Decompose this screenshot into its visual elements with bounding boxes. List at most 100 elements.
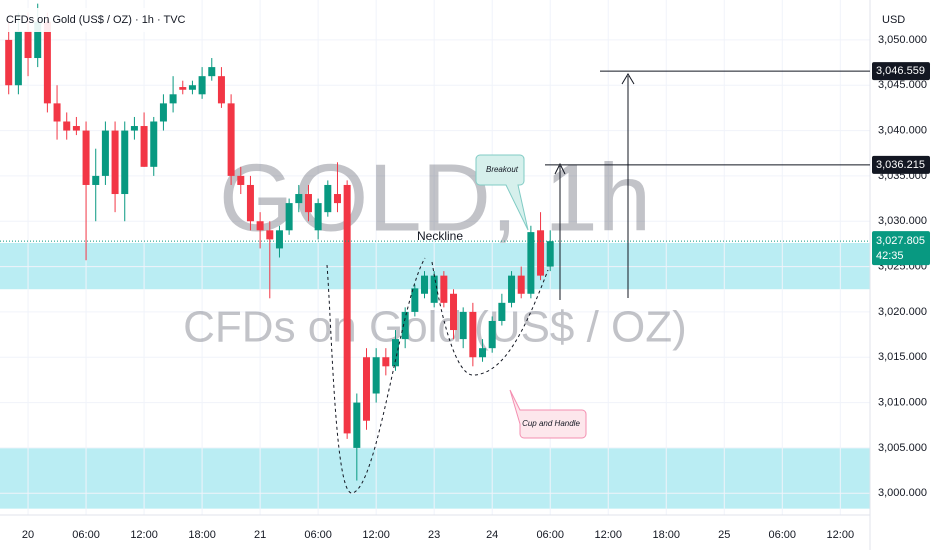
candle-body xyxy=(24,30,32,59)
candle-body xyxy=(72,126,80,131)
under-layer: GOLD, 1h CFDs on Gold (US$ / OZ) xyxy=(0,0,870,515)
y-tick-label: 3,020.000 xyxy=(878,306,927,318)
candle-body xyxy=(43,21,51,104)
candle-body xyxy=(179,87,187,90)
marks-layer xyxy=(5,3,554,481)
cup-curve xyxy=(326,257,426,494)
candle-body xyxy=(227,103,235,176)
currency-bg xyxy=(871,0,932,40)
candle-body xyxy=(159,103,167,122)
candle-body xyxy=(92,175,100,185)
candle-body xyxy=(121,130,129,195)
y-tick-label: 3,030.000 xyxy=(878,215,927,227)
x-tick-label: 12:00 xyxy=(827,529,855,541)
candle-body xyxy=(333,194,341,204)
y-tick-label: 3,045.000 xyxy=(878,79,927,91)
candle-body xyxy=(401,311,409,340)
y-tick-label: 3,005.000 xyxy=(878,442,927,454)
candle-body xyxy=(188,85,196,90)
candle-body xyxy=(314,203,322,231)
y-tick-label: 3,050.000 xyxy=(878,34,927,46)
candle-body xyxy=(324,184,332,213)
x-tick-label: 24 xyxy=(486,529,498,541)
y-tick-label: 3,015.000 xyxy=(878,351,927,363)
candle-body xyxy=(208,67,216,77)
x-tick-label: 21 xyxy=(254,529,266,541)
target-arrow-head xyxy=(621,73,635,85)
x-tick-label: 06:00 xyxy=(304,529,332,541)
candle-body xyxy=(256,221,264,231)
candle-body xyxy=(517,275,525,294)
candle-body xyxy=(101,130,109,176)
handle-curve xyxy=(431,261,549,376)
candle-body xyxy=(372,357,380,394)
x-tick-label: 23 xyxy=(428,529,440,541)
level-label: 3,036.215 xyxy=(876,159,925,171)
breakout-callout xyxy=(475,154,529,231)
candle-body xyxy=(237,175,245,185)
y-tick-label: 3,000.000 xyxy=(878,487,927,499)
candle-body xyxy=(353,402,361,448)
candle-body xyxy=(275,230,283,249)
candle-body xyxy=(130,126,138,131)
candle-body xyxy=(111,130,119,195)
breakout-label: Breakout xyxy=(486,165,519,174)
y-tick-label: 3,010.000 xyxy=(878,396,927,408)
candle-body xyxy=(537,230,545,276)
pattern-callout xyxy=(509,389,587,439)
candle-body xyxy=(343,184,351,434)
header-title: CFDs on Gold (US$ / OZ) · 1h · TVC xyxy=(6,14,186,26)
candle-body xyxy=(469,311,477,358)
candle-body xyxy=(53,103,61,122)
current-price-label: 3,027.805 xyxy=(876,235,925,247)
neckline-label: Neckline xyxy=(417,229,463,243)
candle-body xyxy=(82,130,90,185)
candle-body xyxy=(508,275,516,303)
candle-body xyxy=(246,184,254,222)
x-tick-label: 20 xyxy=(22,529,34,541)
candle-body xyxy=(362,357,370,421)
breakout-arrow-head xyxy=(554,162,566,175)
candle-body xyxy=(169,94,177,104)
candle-body xyxy=(266,230,274,240)
candle-body xyxy=(546,241,554,267)
candle-body xyxy=(527,232,535,294)
candle-body xyxy=(198,76,206,95)
pattern-label: Cup and Handle xyxy=(522,419,580,428)
x-tick-label: 06:00 xyxy=(769,529,797,541)
candle-body xyxy=(479,348,487,358)
candle-body xyxy=(382,357,390,367)
candle-body xyxy=(304,194,312,213)
x-tick-label: 06:00 xyxy=(536,529,564,541)
x-tick-label: 12:00 xyxy=(130,529,158,541)
candle-body xyxy=(459,311,467,340)
candle-body xyxy=(5,39,13,86)
y-tick-label: 3,040.000 xyxy=(878,124,927,136)
candle-body xyxy=(150,121,158,167)
watermark: GOLD, 1h xyxy=(219,144,651,251)
candle-body xyxy=(295,194,303,204)
x-tick-label: 06:00 xyxy=(72,529,100,541)
countdown: 42:35 xyxy=(876,250,904,262)
candle-body xyxy=(498,302,506,321)
candle-body xyxy=(14,30,22,86)
candle-body xyxy=(450,293,458,331)
candle-body xyxy=(391,339,399,367)
candle-body xyxy=(488,320,496,349)
zone xyxy=(0,447,870,509)
candle-body xyxy=(440,275,448,303)
candle-body xyxy=(411,288,419,312)
currency[interactable]: USD xyxy=(882,14,905,26)
candle-body xyxy=(140,126,148,167)
candle-body xyxy=(421,275,429,294)
level-label: 3,046.559 xyxy=(876,65,925,77)
level-label-bg xyxy=(872,62,930,81)
x-tick-label: 18:00 xyxy=(188,529,216,541)
header-bg xyxy=(0,8,168,32)
candle-body xyxy=(430,275,438,303)
level-label-bg xyxy=(872,155,930,174)
candle-body xyxy=(285,203,293,231)
candle-body xyxy=(63,121,71,131)
